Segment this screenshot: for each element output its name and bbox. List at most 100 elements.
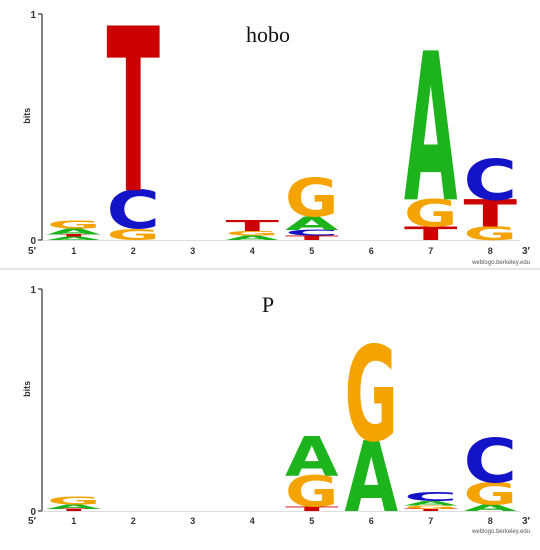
letter-glyph-G: G [106,226,160,244]
letter-glyph-T: T [47,508,101,512]
logo-letter-A-pos5: A [285,213,339,235]
logo-letter-A-pos4: A [225,234,279,241]
logo-letter-G-pos5: G [285,167,339,228]
logo-letter-G-pos2: G [106,226,160,244]
position-label-8: 8 [488,246,493,256]
letter-glyph-T: T [285,505,339,512]
weblogo-credit: weblogo.berkeley.edu [471,260,530,266]
position-label-5: 5 [309,246,314,256]
letter-glyph-C: C [106,181,160,242]
logo-letter-G-pos1: G [47,495,101,507]
logo-letter-G-pos7: G [404,505,458,510]
logo-letter-T-pos1: T [47,508,101,512]
y-tick-label-top: 1 [30,10,36,21]
letter-glyph-G: G [47,495,101,507]
five-prime-label: 5′ [28,246,37,257]
letter-glyph-G: G [285,167,339,228]
logo-letter-G-pos5: G [285,467,339,516]
y-tick-label-bottom: 0 [30,507,36,518]
position-label-6: 6 [369,516,374,526]
weblogo-credit: weblogo.berkeley.edu [471,529,530,535]
logo-letter-T-pos7: T [404,508,458,512]
position-label-7: 7 [428,516,433,526]
logo-letter-T-pos8: T [463,193,517,236]
logo-letter-T-pos1: T [47,234,101,238]
letter-glyph-A: A [404,500,458,507]
logo-letter-C-pos8: C [463,426,517,497]
position-label-4: 4 [250,246,255,256]
logo-letter-T-pos4: T [225,217,279,235]
letter-glyph-C: C [404,490,458,504]
logo-letter-A-pos7: A [404,500,458,507]
logo-letter-A-pos1: A [47,503,101,510]
logo-letter-C-pos7: C [404,490,458,504]
letter-glyph-T: T [285,234,339,241]
logo-letter-A-pos7: A [404,9,458,247]
logo-letter-A-pos6: A [344,421,398,534]
letter-glyph-A: A [225,234,279,241]
letter-glyph-T: T [463,193,517,236]
letter-glyph-T: T [47,234,101,238]
letter-glyph-A: A [285,425,339,489]
letter-glyph-G: G [463,477,517,512]
letter-glyph-C: C [285,228,339,237]
letter-glyph-C: C [463,426,517,497]
logo-letter-A-pos8: A [463,502,517,513]
five-prime-label: 5′ [28,516,37,527]
logo-letter-T-pos7: T [404,223,458,244]
letter-glyph-A: A [463,502,517,513]
logo-letter-G-pos1: G [47,219,101,232]
logo-letter-T-pos5: T [285,234,339,241]
logo-letter-G-pos7: G [404,192,458,235]
y-tick-label-bottom: 0 [30,236,36,247]
position-label-3: 3 [190,516,195,526]
three-prime-label: 3′ [522,246,531,257]
logo-letter-C-pos2: C [106,181,160,242]
letter-glyph-G: G [285,467,339,516]
logo-letter-C-pos5: C [285,228,339,237]
letter-glyph-G: G [344,320,398,472]
letter-glyph-A: A [285,213,339,235]
letter-glyph-A: A [344,421,398,534]
letter-glyph-A: A [47,227,101,236]
letter-glyph-G: G [225,230,279,237]
position-label-7: 7 [428,246,433,256]
panel-divider [0,268,540,270]
letter-glyph-G: G [47,219,101,232]
position-label-2: 2 [131,246,136,256]
letter-glyph-C: C [463,149,517,213]
position-label-5: 5 [309,516,314,526]
logo-letter-A-pos1: A [47,227,101,236]
letter-glyph-A: A [404,9,458,247]
chart-title: hobo [246,22,290,47]
logo-letter-G-pos8: G [463,223,517,245]
letter-glyph-T: T [404,223,458,244]
letter-glyph-G: G [463,223,517,245]
position-label-1: 1 [71,246,76,256]
logo-letter-A-pos1: A [47,236,101,241]
logo-letter-G-pos8: G [463,477,517,512]
position-label-8: 8 [488,516,493,526]
chart-title: P [262,292,274,317]
letter-glyph-T: T [225,217,279,235]
logo-letter-G-pos6: G [344,320,398,472]
letter-glyph-G: G [404,192,458,235]
logo-panel-hobo: 1 0 bits 5′ 3′ hobo weblogo.berkeley.edu 1 A T A G 2… [22,0,531,266]
letter-glyph-G: G [404,505,458,510]
logo-letter-T-pos2: T [106,0,160,244]
logo-letter-G-pos4: G [225,230,279,237]
letter-glyph-A: A [47,236,101,241]
position-label-4: 4 [250,516,255,526]
position-label-1: 1 [71,516,76,526]
letter-glyph-A: A [47,503,101,510]
logo-letter-C-pos8: C [463,149,517,213]
logo-letter-T-pos5: T [285,505,339,512]
three-prime-label: 3′ [522,516,531,527]
y-axis-label: bits [22,108,32,124]
letter-glyph-T: T [106,0,160,244]
position-label-3: 3 [190,246,195,256]
letter-glyph-T: T [404,508,458,512]
